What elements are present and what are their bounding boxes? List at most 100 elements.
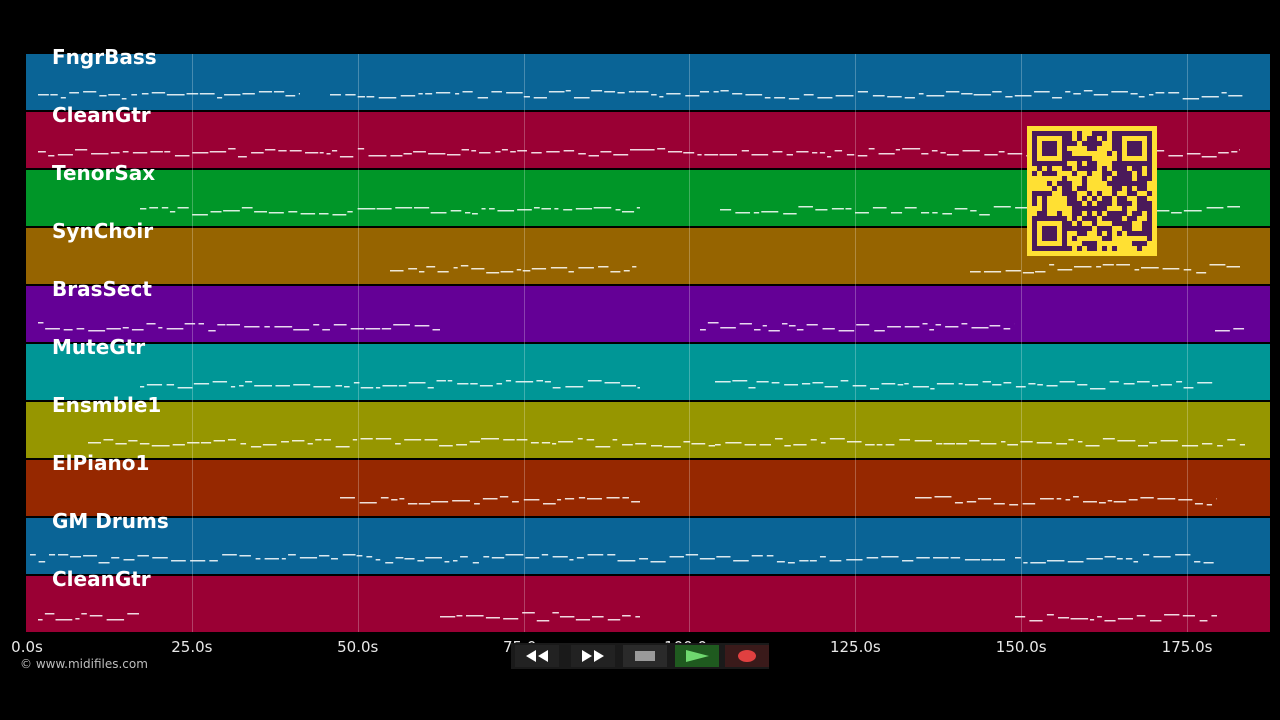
note-mark <box>554 208 559 210</box>
note-mark <box>166 94 185 96</box>
track-label: SynChoir <box>52 219 154 243</box>
note-mark <box>264 326 270 328</box>
note-mark <box>793 444 807 446</box>
play-button[interactable] <box>675 645 719 667</box>
note-mark <box>1089 388 1106 390</box>
note-mark <box>436 380 446 382</box>
note-mark <box>1046 385 1058 387</box>
note-mark <box>1034 91 1050 93</box>
note-mark <box>223 210 240 212</box>
note-mark <box>1201 443 1213 445</box>
note-mark <box>788 98 800 100</box>
fast-forward-button[interactable] <box>571 645 615 667</box>
note-mark <box>139 443 150 445</box>
note-mark <box>55 619 73 621</box>
note-mark <box>979 214 990 216</box>
note-mark <box>331 558 338 560</box>
note-mark <box>177 207 189 209</box>
note-mark <box>503 439 515 441</box>
note-mark <box>751 154 769 156</box>
note-mark <box>1182 98 1200 100</box>
note-mark <box>885 444 895 446</box>
note-mark <box>1168 155 1183 157</box>
note-mark <box>1203 562 1214 564</box>
note-mark <box>1153 556 1171 558</box>
note-mark <box>946 154 959 156</box>
tick-label: 0.0s <box>11 638 43 656</box>
note-mark <box>1123 383 1135 385</box>
note-mark <box>404 439 422 441</box>
note-mark <box>474 503 480 505</box>
note-mark <box>440 616 456 618</box>
note-mark <box>1182 615 1195 617</box>
note-mark <box>69 92 79 94</box>
rewind-button[interactable] <box>515 645 559 667</box>
note-mark <box>915 497 932 499</box>
note-mark <box>716 556 731 558</box>
note-mark <box>268 212 284 214</box>
note-mark <box>1168 92 1180 94</box>
note-mark <box>198 323 205 325</box>
note-mark <box>430 212 447 214</box>
note-mark <box>1028 383 1036 385</box>
note-mark <box>846 559 863 561</box>
note-mark <box>60 97 66 99</box>
track-label: TenorSax <box>52 161 156 185</box>
note-mark <box>1201 156 1217 158</box>
note-mark <box>1117 618 1134 620</box>
note-mark <box>88 330 106 332</box>
record-button[interactable] <box>725 645 769 667</box>
note-mark <box>395 207 413 209</box>
note-mark <box>1083 501 1097 503</box>
note-mark <box>1227 439 1236 441</box>
note-mark <box>926 95 945 97</box>
note-mark <box>635 91 649 93</box>
note-mark <box>735 212 751 214</box>
note-mark <box>982 381 991 383</box>
note-mark <box>1023 562 1028 564</box>
note-mark <box>1003 328 1011 330</box>
note-mark <box>651 94 657 96</box>
note-mark <box>578 267 594 269</box>
note-mark <box>1125 558 1133 560</box>
note-mark <box>741 150 749 152</box>
note-mark <box>784 445 791 447</box>
note-mark <box>1022 503 1036 505</box>
note-mark <box>961 93 973 95</box>
note-mark <box>817 97 833 99</box>
note-mark <box>1085 445 1100 447</box>
note-mark <box>89 615 103 617</box>
note-mark <box>469 441 480 443</box>
note-mark <box>1181 445 1199 447</box>
note-mark <box>992 91 1002 93</box>
note-mark <box>319 555 330 557</box>
note-mark <box>604 382 620 384</box>
note-mark <box>754 329 761 331</box>
note-mark <box>212 381 228 383</box>
note-mark <box>418 271 425 273</box>
stop-button[interactable] <box>623 645 667 667</box>
note-mark <box>1015 386 1026 388</box>
note-mark <box>683 441 691 443</box>
note-mark <box>732 380 748 382</box>
note-mark <box>1052 97 1062 99</box>
note-mark <box>801 383 811 385</box>
note-mark <box>313 386 331 388</box>
note-mark <box>932 212 938 214</box>
note-mark <box>465 212 471 214</box>
note-mark <box>552 556 568 558</box>
note-mark <box>1104 620 1116 622</box>
note-mark <box>417 560 424 562</box>
note-mark <box>774 438 783 440</box>
copyright-text: © www.midifiles.com <box>20 657 148 671</box>
note-mark <box>1128 499 1138 501</box>
note-mark <box>1228 95 1243 97</box>
note-mark <box>981 559 992 561</box>
note-mark <box>300 213 316 215</box>
note-mark <box>471 213 478 215</box>
note-mark <box>998 151 1005 153</box>
note-mark <box>166 384 175 386</box>
note-mark <box>1020 441 1033 443</box>
note-mark <box>541 554 549 556</box>
note-mark <box>127 613 139 615</box>
